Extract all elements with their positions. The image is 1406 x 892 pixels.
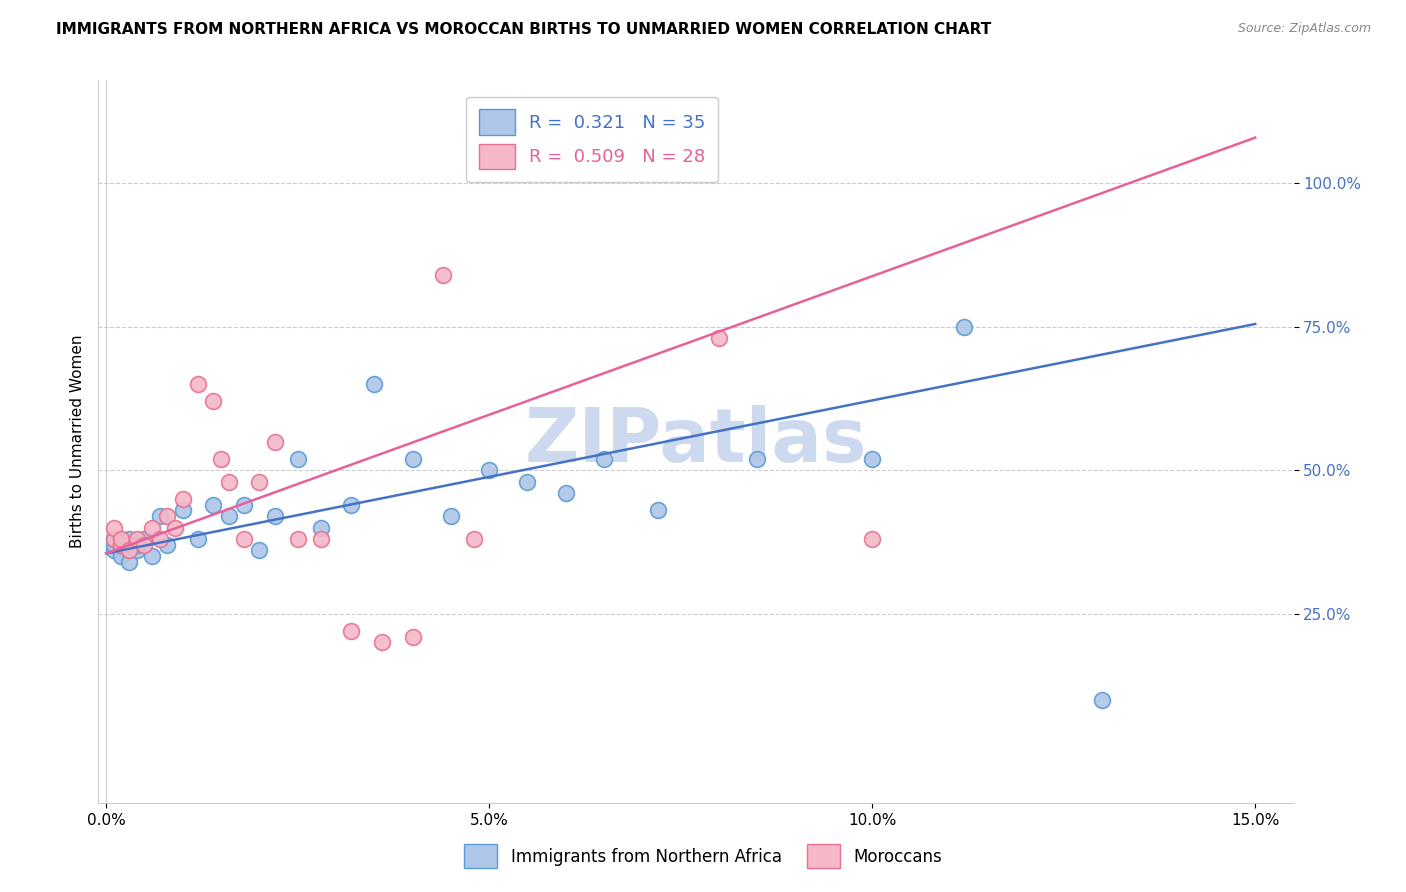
Point bbox=[593, 451, 616, 466]
Point bbox=[340, 624, 363, 638]
Legend: Immigrants from Northern Africa, Moroccans: Immigrants from Northern Africa, Morocca… bbox=[457, 838, 949, 875]
Point bbox=[218, 475, 240, 489]
Point bbox=[309, 532, 332, 546]
Point bbox=[287, 532, 309, 546]
Point bbox=[149, 532, 172, 546]
Point bbox=[118, 555, 141, 569]
Point bbox=[363, 377, 385, 392]
Point bbox=[141, 520, 163, 534]
Point bbox=[156, 538, 179, 552]
Point bbox=[233, 532, 256, 546]
Point bbox=[209, 451, 232, 466]
Point bbox=[125, 543, 148, 558]
Text: Source: ZipAtlas.com: Source: ZipAtlas.com bbox=[1237, 22, 1371, 36]
Point bbox=[247, 475, 270, 489]
Point bbox=[247, 543, 270, 558]
Point bbox=[141, 549, 163, 564]
Point bbox=[218, 509, 240, 524]
Point bbox=[440, 509, 463, 524]
Point bbox=[287, 451, 309, 466]
Point bbox=[202, 394, 225, 409]
Point bbox=[125, 538, 148, 552]
Point bbox=[953, 319, 976, 334]
Point bbox=[516, 475, 538, 489]
Point bbox=[647, 503, 669, 517]
Point bbox=[156, 509, 179, 524]
Point bbox=[149, 509, 172, 524]
Point bbox=[263, 509, 285, 524]
Point bbox=[371, 635, 394, 649]
Point bbox=[118, 532, 141, 546]
Point bbox=[134, 532, 156, 546]
Point bbox=[110, 538, 132, 552]
Text: ZIPatlas: ZIPatlas bbox=[524, 405, 868, 478]
Y-axis label: Births to Unmarried Women: Births to Unmarried Women bbox=[69, 334, 84, 549]
Point bbox=[432, 268, 454, 283]
Point bbox=[103, 520, 125, 534]
Point bbox=[263, 434, 285, 449]
Point bbox=[747, 451, 769, 466]
Point bbox=[707, 331, 730, 345]
Point bbox=[202, 498, 225, 512]
Point bbox=[103, 532, 125, 546]
Point bbox=[163, 520, 186, 534]
Point bbox=[172, 491, 194, 506]
Point bbox=[401, 630, 423, 644]
Point bbox=[125, 532, 148, 546]
Point bbox=[233, 498, 256, 512]
Point bbox=[463, 532, 485, 546]
Point bbox=[860, 451, 883, 466]
Point bbox=[554, 486, 576, 500]
Point bbox=[1091, 692, 1114, 706]
Legend: R =  0.321   N = 35, R =  0.509   N = 28: R = 0.321 N = 35, R = 0.509 N = 28 bbox=[465, 96, 718, 182]
Point bbox=[187, 532, 209, 546]
Point bbox=[309, 520, 332, 534]
Point bbox=[187, 377, 209, 392]
Point bbox=[118, 543, 141, 558]
Point bbox=[172, 503, 194, 517]
Point bbox=[478, 463, 501, 477]
Point bbox=[103, 543, 125, 558]
Text: IMMIGRANTS FROM NORTHERN AFRICA VS MOROCCAN BIRTHS TO UNMARRIED WOMEN CORRELATIO: IMMIGRANTS FROM NORTHERN AFRICA VS MOROC… bbox=[56, 22, 991, 37]
Point bbox=[401, 451, 423, 466]
Point bbox=[110, 549, 132, 564]
Point bbox=[860, 532, 883, 546]
Point bbox=[110, 532, 132, 546]
Point bbox=[110, 538, 132, 552]
Point bbox=[103, 532, 125, 546]
Point bbox=[340, 498, 363, 512]
Point bbox=[134, 538, 156, 552]
Point bbox=[103, 538, 125, 552]
